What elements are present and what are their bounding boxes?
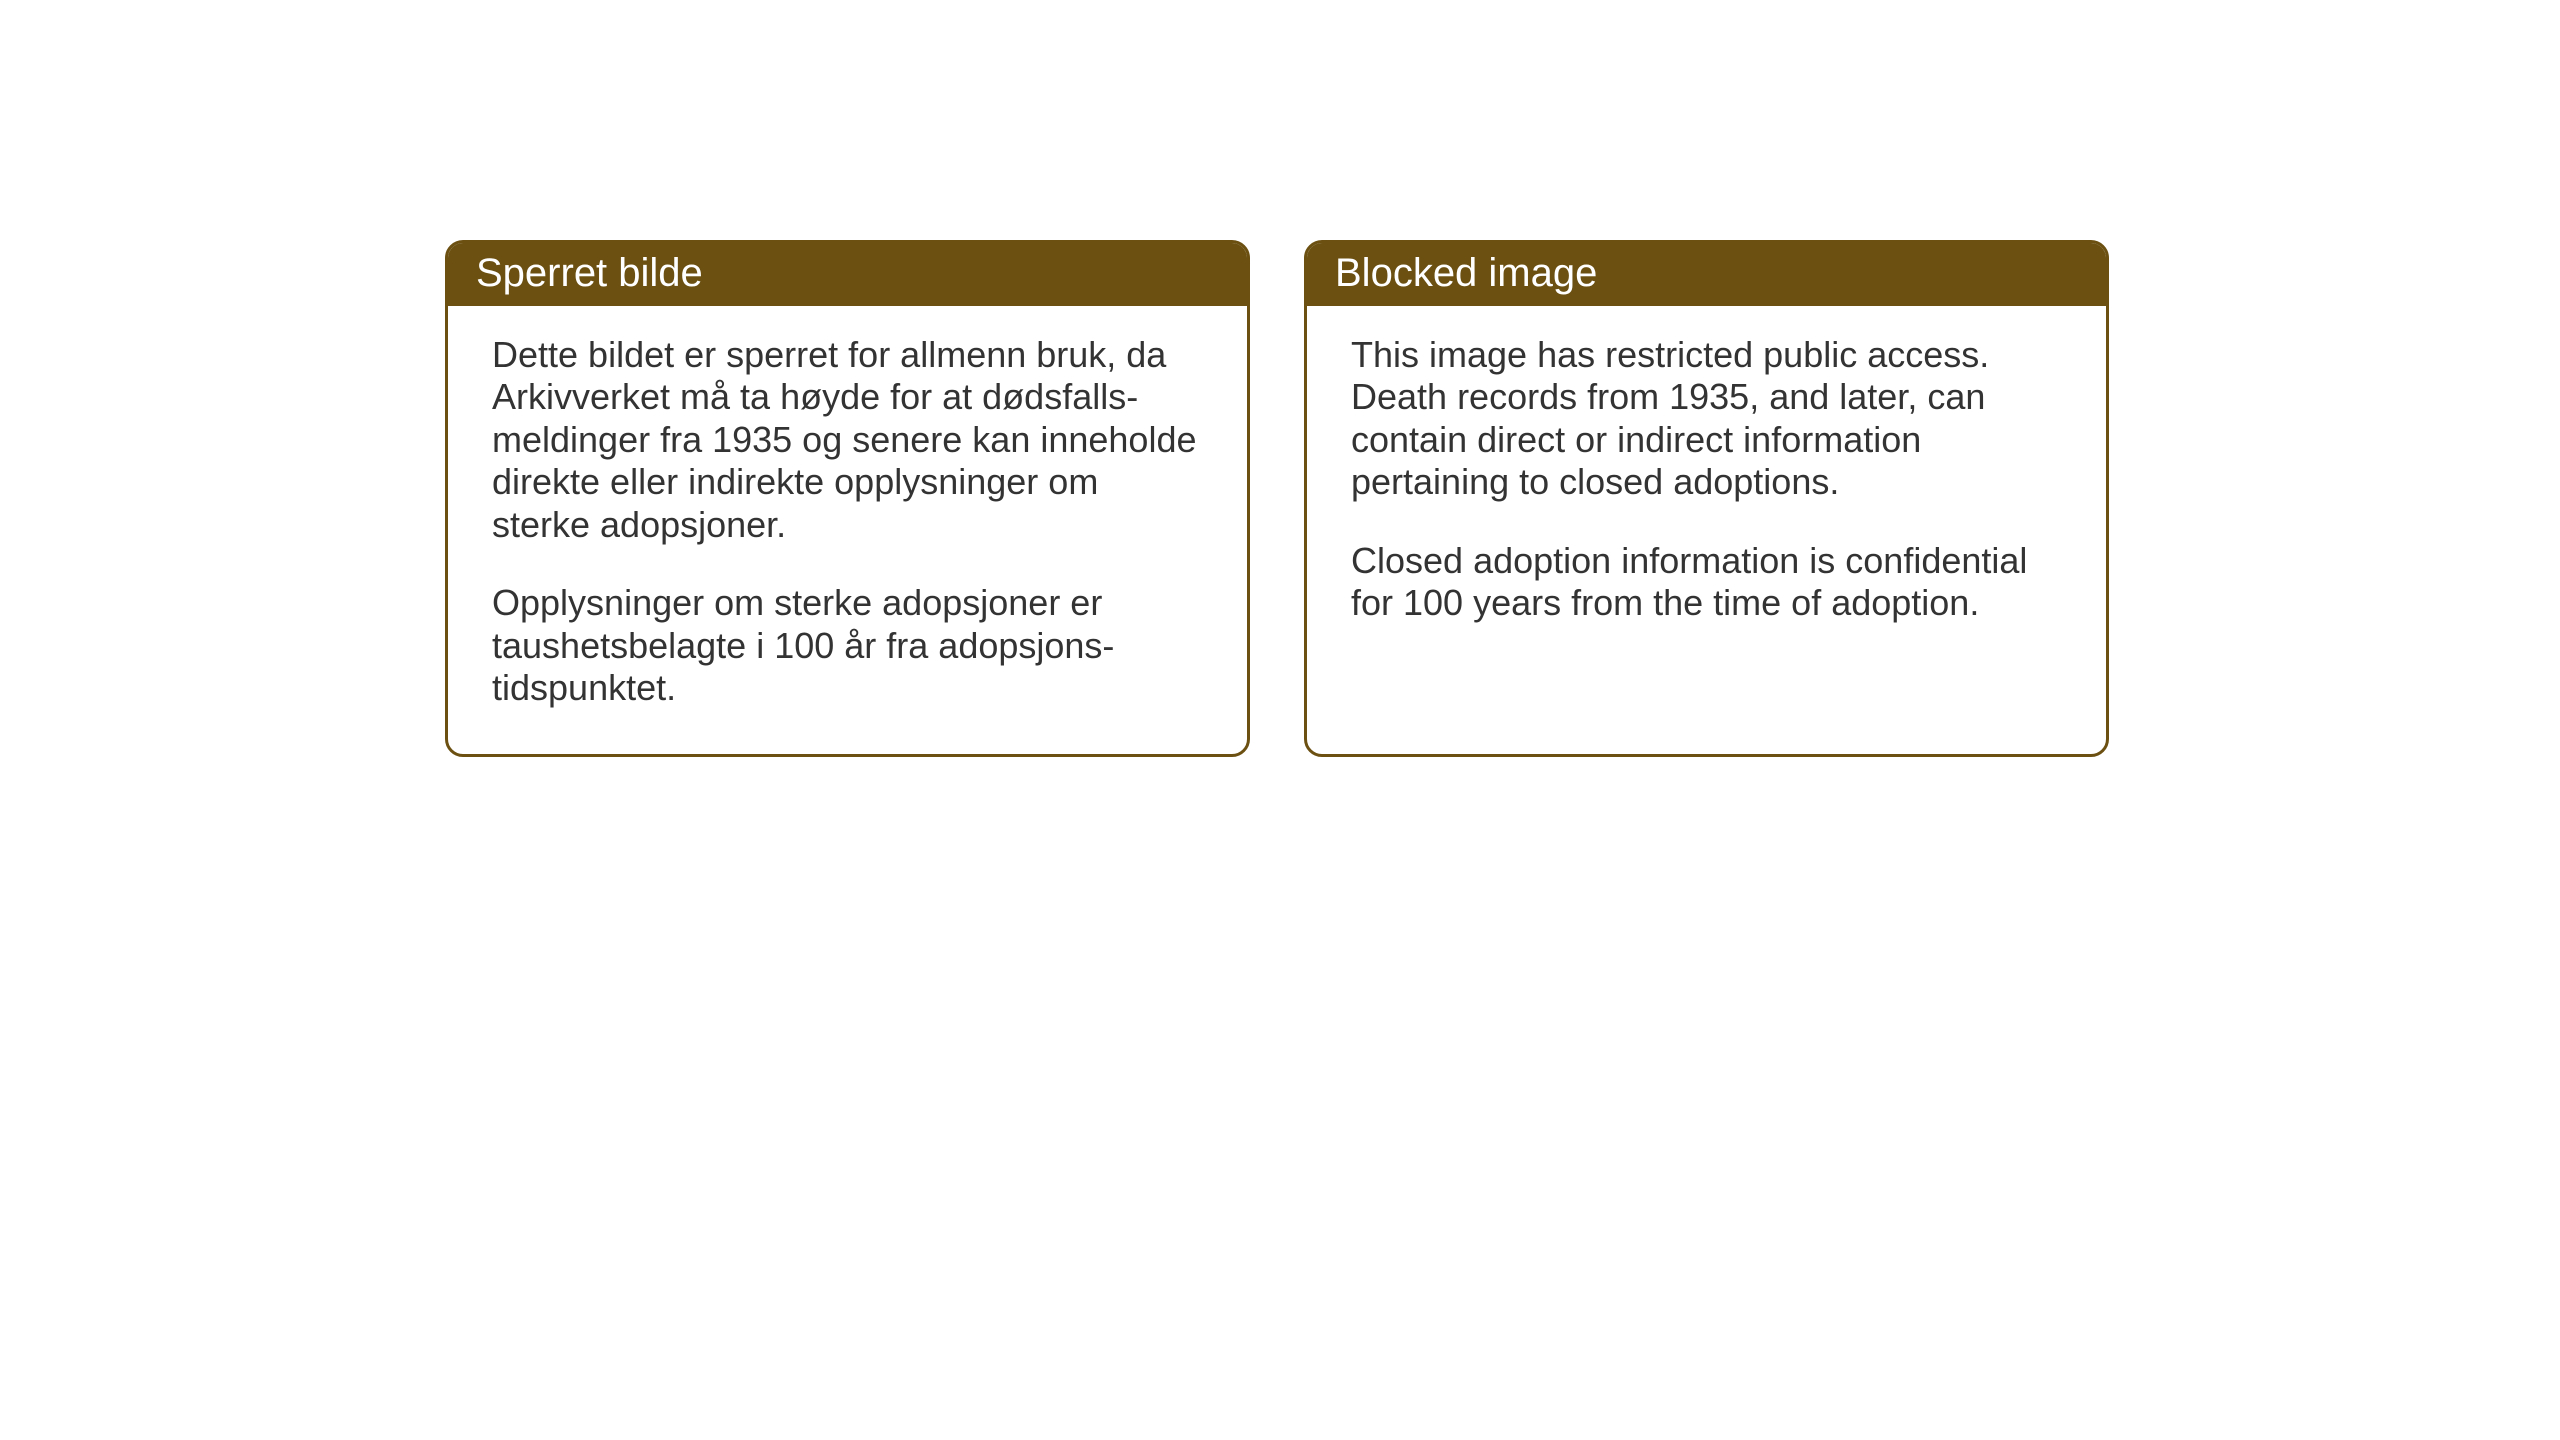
- card-header-english: Blocked image: [1307, 243, 2106, 306]
- card-title: Blocked image: [1335, 251, 1597, 295]
- card-title: Sperret bilde: [476, 251, 703, 295]
- notice-container: Sperret bilde Dette bildet er sperret fo…: [445, 240, 2109, 757]
- card-paragraph: Opplysninger om sterke adopsjoner er tau…: [492, 582, 1203, 709]
- card-paragraph: Closed adoption information is confident…: [1351, 540, 2062, 625]
- card-body-norwegian: Dette bildet er sperret for allmenn bruk…: [448, 306, 1247, 754]
- notice-card-norwegian: Sperret bilde Dette bildet er sperret fo…: [445, 240, 1250, 757]
- card-body-english: This image has restricted public access.…: [1307, 306, 2106, 669]
- notice-card-english: Blocked image This image has restricted …: [1304, 240, 2109, 757]
- card-paragraph: This image has restricted public access.…: [1351, 334, 2062, 504]
- card-paragraph: Dette bildet er sperret for allmenn bruk…: [492, 334, 1203, 546]
- card-header-norwegian: Sperret bilde: [448, 243, 1247, 306]
